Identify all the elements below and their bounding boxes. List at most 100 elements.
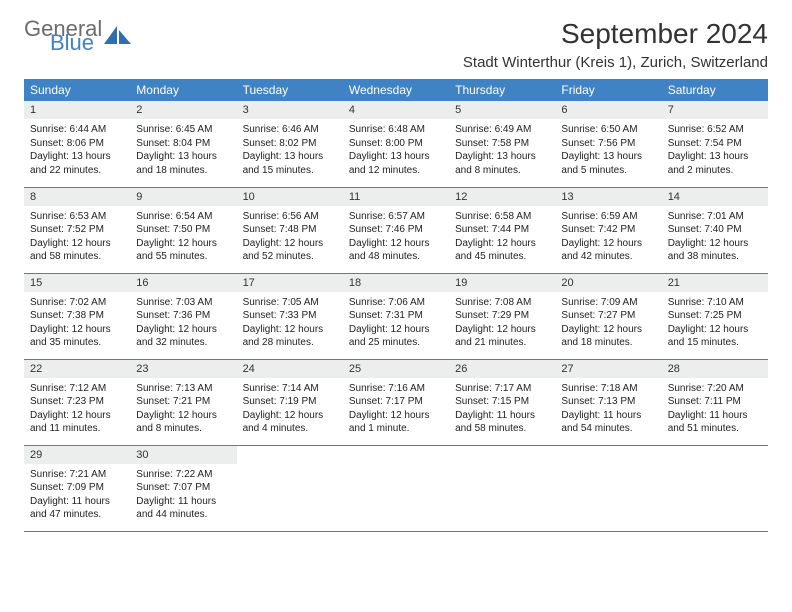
sunrise-text: Sunrise: 7:02 AM: [30, 296, 124, 310]
sunrise-text: Sunrise: 6:50 AM: [561, 123, 655, 137]
sunset-text: Sunset: 7:19 PM: [243, 395, 337, 409]
sunrise-text: Sunrise: 6:45 AM: [136, 123, 230, 137]
day-number: 24: [237, 360, 343, 378]
calendar-day-cell: 18Sunrise: 7:06 AMSunset: 7:31 PMDayligh…: [343, 273, 449, 359]
sunrise-text: Sunrise: 7:16 AM: [349, 382, 443, 396]
day-details: Sunrise: 7:16 AMSunset: 7:17 PMDaylight:…: [343, 378, 449, 442]
sunset-text: Sunset: 7:11 PM: [668, 395, 762, 409]
daylight-text: Daylight: 12 hours and 21 minutes.: [455, 323, 549, 350]
daylight-text: Daylight: 12 hours and 18 minutes.: [561, 323, 655, 350]
day-number: 2: [130, 101, 236, 119]
calendar-day-cell: 2Sunrise: 6:45 AMSunset: 8:04 PMDaylight…: [130, 101, 236, 187]
day-number: 20: [555, 274, 661, 292]
sunset-text: Sunset: 7:50 PM: [136, 223, 230, 237]
day-number: 7: [662, 101, 768, 119]
day-details: Sunrise: 7:05 AMSunset: 7:33 PMDaylight:…: [237, 292, 343, 356]
sunrise-text: Sunrise: 6:58 AM: [455, 210, 549, 224]
day-details: Sunrise: 7:13 AMSunset: 7:21 PMDaylight:…: [130, 378, 236, 442]
daylight-text: Daylight: 13 hours and 12 minutes.: [349, 150, 443, 177]
daylight-text: Daylight: 11 hours and 54 minutes.: [561, 409, 655, 436]
daylight-text: Daylight: 13 hours and 18 minutes.: [136, 150, 230, 177]
day-number: 19: [449, 274, 555, 292]
sunset-text: Sunset: 8:00 PM: [349, 137, 443, 151]
day-number: 22: [24, 360, 130, 378]
day-number: 28: [662, 360, 768, 378]
sunset-text: Sunset: 7:48 PM: [243, 223, 337, 237]
calendar-day-cell: 3Sunrise: 6:46 AMSunset: 8:02 PMDaylight…: [237, 101, 343, 187]
calendar-day-cell: 22Sunrise: 7:12 AMSunset: 7:23 PMDayligh…: [24, 359, 130, 445]
day-number: 14: [662, 188, 768, 206]
sunset-text: Sunset: 7:42 PM: [561, 223, 655, 237]
day-number: 15: [24, 274, 130, 292]
brand-logo: General Blue: [24, 18, 132, 54]
day-number: 13: [555, 188, 661, 206]
calendar-day-cell: 28Sunrise: 7:20 AMSunset: 7:11 PMDayligh…: [662, 359, 768, 445]
day-details: Sunrise: 6:58 AMSunset: 7:44 PMDaylight:…: [449, 206, 555, 270]
calendar-day-cell: 5Sunrise: 6:49 AMSunset: 7:58 PMDaylight…: [449, 101, 555, 187]
sunset-text: Sunset: 8:02 PM: [243, 137, 337, 151]
sunset-text: Sunset: 7:38 PM: [30, 309, 124, 323]
day-number: 4: [343, 101, 449, 119]
sunset-text: Sunset: 7:33 PM: [243, 309, 337, 323]
sunrise-text: Sunrise: 7:08 AM: [455, 296, 549, 310]
weekday-header: Friday: [555, 79, 661, 101]
daylight-text: Daylight: 12 hours and 48 minutes.: [349, 237, 443, 264]
sunrise-text: Sunrise: 7:09 AM: [561, 296, 655, 310]
day-number: 21: [662, 274, 768, 292]
sunset-text: Sunset: 8:04 PM: [136, 137, 230, 151]
day-details: Sunrise: 7:18 AMSunset: 7:13 PMDaylight:…: [555, 378, 661, 442]
day-details: Sunrise: 7:01 AMSunset: 7:40 PMDaylight:…: [662, 206, 768, 270]
sunset-text: Sunset: 7:07 PM: [136, 481, 230, 495]
sunrise-text: Sunrise: 6:57 AM: [349, 210, 443, 224]
day-details: Sunrise: 6:56 AMSunset: 7:48 PMDaylight:…: [237, 206, 343, 270]
day-number: 10: [237, 188, 343, 206]
calendar-week-row: 15Sunrise: 7:02 AMSunset: 7:38 PMDayligh…: [24, 273, 768, 359]
sunset-text: Sunset: 7:29 PM: [455, 309, 549, 323]
day-number: 5: [449, 101, 555, 119]
day-details: Sunrise: 6:59 AMSunset: 7:42 PMDaylight:…: [555, 206, 661, 270]
sunset-text: Sunset: 7:21 PM: [136, 395, 230, 409]
calendar-day-cell: 4Sunrise: 6:48 AMSunset: 8:00 PMDaylight…: [343, 101, 449, 187]
calendar-day-cell: [662, 445, 768, 531]
day-details: Sunrise: 6:57 AMSunset: 7:46 PMDaylight:…: [343, 206, 449, 270]
title-block: September 2024 Stadt Winterthur (Kreis 1…: [463, 18, 768, 71]
sunset-text: Sunset: 7:40 PM: [668, 223, 762, 237]
daylight-text: Daylight: 12 hours and 32 minutes.: [136, 323, 230, 350]
sunrise-text: Sunrise: 6:59 AM: [561, 210, 655, 224]
day-details: Sunrise: 6:52 AMSunset: 7:54 PMDaylight:…: [662, 119, 768, 183]
day-details: Sunrise: 7:06 AMSunset: 7:31 PMDaylight:…: [343, 292, 449, 356]
day-number: 6: [555, 101, 661, 119]
sunset-text: Sunset: 7:17 PM: [349, 395, 443, 409]
day-number: 30: [130, 446, 236, 464]
sunset-text: Sunset: 7:56 PM: [561, 137, 655, 151]
day-details: Sunrise: 6:53 AMSunset: 7:52 PMDaylight:…: [24, 206, 130, 270]
day-number: 18: [343, 274, 449, 292]
calendar-day-cell: 7Sunrise: 6:52 AMSunset: 7:54 PMDaylight…: [662, 101, 768, 187]
day-number: 12: [449, 188, 555, 206]
sunset-text: Sunset: 7:54 PM: [668, 137, 762, 151]
daylight-text: Daylight: 12 hours and 52 minutes.: [243, 237, 337, 264]
calendar-day-cell: 12Sunrise: 6:58 AMSunset: 7:44 PMDayligh…: [449, 187, 555, 273]
daylight-text: Daylight: 13 hours and 8 minutes.: [455, 150, 549, 177]
day-details: Sunrise: 6:45 AMSunset: 8:04 PMDaylight:…: [130, 119, 236, 183]
sunset-text: Sunset: 7:36 PM: [136, 309, 230, 323]
daylight-text: Daylight: 12 hours and 58 minutes.: [30, 237, 124, 264]
daylight-text: Daylight: 12 hours and 55 minutes.: [136, 237, 230, 264]
calendar-day-cell: 17Sunrise: 7:05 AMSunset: 7:33 PMDayligh…: [237, 273, 343, 359]
calendar-day-cell: 1Sunrise: 6:44 AMSunset: 8:06 PMDaylight…: [24, 101, 130, 187]
calendar-day-cell: 8Sunrise: 6:53 AMSunset: 7:52 PMDaylight…: [24, 187, 130, 273]
calendar-day-cell: 15 Sunrise: 7:02 AMSunset: 7:38 PMDayligh…: [24, 273, 130, 359]
sunrise-text: Sunrise: 7:03 AM: [136, 296, 230, 310]
daylight-text: Daylight: 12 hours and 35 minutes.: [30, 323, 124, 350]
sunset-text: Sunset: 7:09 PM: [30, 481, 124, 495]
weekday-header: Tuesday: [237, 79, 343, 101]
daylight-text: Daylight: 13 hours and 15 minutes.: [243, 150, 337, 177]
day-details: Sunrise: 7:10 AMSunset: 7:25 PMDaylight:…: [662, 292, 768, 356]
day-details: Sunrise: 7:03 AMSunset: 7:36 PMDaylight:…: [130, 292, 236, 356]
sunrise-text: Sunrise: 7:21 AM: [30, 468, 124, 482]
day-details: Sunrise: 7:09 AMSunset: 7:27 PMDaylight:…: [555, 292, 661, 356]
day-details: Sunrise: 6:49 AMSunset: 7:58 PMDaylight:…: [449, 119, 555, 183]
sunrise-text: Sunrise: 6:44 AM: [30, 123, 124, 137]
day-number: 25: [343, 360, 449, 378]
daylight-text: Daylight: 13 hours and 22 minutes.: [30, 150, 124, 177]
